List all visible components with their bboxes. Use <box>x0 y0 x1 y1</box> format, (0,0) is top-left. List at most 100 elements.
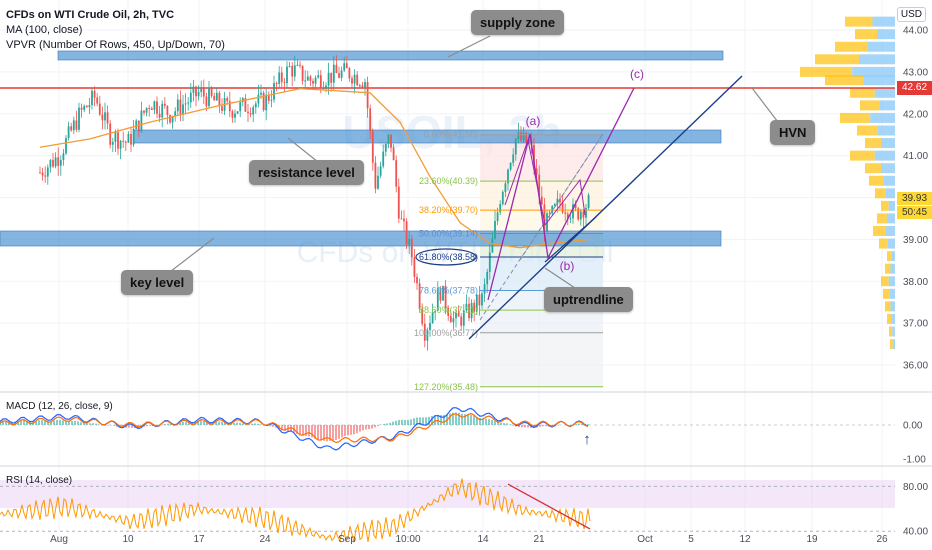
macd-histogram-bar <box>44 420 46 425</box>
candle-body <box>293 65 296 77</box>
candle-body <box>265 94 268 111</box>
uptrend-line-inner[interactable] <box>544 216 597 263</box>
wave-c-label: (c) <box>630 67 644 81</box>
price-tick-label: 43.00 <box>903 67 928 78</box>
vpvr-indicator-label[interactable]: VPVR (Number Of Rows, 450, Up/Down, 70) <box>6 39 225 51</box>
macd-label[interactable]: MACD (12, 26, close, 9) <box>6 401 113 412</box>
volume-profile-row <box>887 313 892 324</box>
candle-body <box>481 293 483 306</box>
macd-pane[interactable] <box>0 407 895 451</box>
time-tick-label: 10:00 <box>395 534 420 545</box>
macd-histogram-bar <box>464 414 466 425</box>
volume-profile-row <box>845 16 873 27</box>
candle-body <box>156 101 158 114</box>
candle-body <box>166 105 169 116</box>
candle-body <box>200 88 203 92</box>
currency-button[interactable]: USD <box>896 7 926 22</box>
macd-histogram-bar <box>386 423 388 425</box>
macd-histogram-bar <box>368 425 370 430</box>
candle-body <box>434 310 437 313</box>
wave-inner-wedge <box>504 138 586 227</box>
candle-body <box>551 205 554 214</box>
candle-body <box>88 105 91 108</box>
candle-body <box>364 82 366 88</box>
ma-indicator-label[interactable]: MA (100, close) <box>6 24 83 36</box>
key-level-zone-rect[interactable] <box>0 230 722 247</box>
candle-body <box>67 126 70 139</box>
candle-body <box>452 318 455 323</box>
time-tick-label: Sep <box>338 534 356 545</box>
macd-histogram-bar <box>488 419 490 425</box>
candle-body <box>478 294 481 306</box>
candle-body <box>124 141 127 143</box>
macd-histogram-bar <box>419 417 421 425</box>
candle-body <box>395 160 398 187</box>
candle-body <box>122 140 125 142</box>
uptrend-line[interactable] <box>468 75 743 340</box>
price-tick-label: 41.00 <box>903 151 928 162</box>
macd-histogram-bar <box>392 421 394 425</box>
candle-body <box>439 288 442 301</box>
volume-profile-row <box>879 100 895 111</box>
volume-profile-row <box>865 163 882 174</box>
macd-histogram-bar <box>50 420 52 425</box>
macd-histogram-bar <box>401 419 403 425</box>
volume-profile-row <box>840 112 871 123</box>
candle-body <box>158 113 161 118</box>
macd-histogram-bar <box>413 418 415 425</box>
candle-body <box>52 159 54 167</box>
hvn-callout: HVN <box>770 120 816 145</box>
candle-body <box>533 144 535 169</box>
time-tick-label: 14 <box>477 534 489 545</box>
rsi-pane[interactable] <box>0 478 895 543</box>
volume-profile-row <box>892 326 895 337</box>
supply-zone-rect[interactable] <box>57 50 724 61</box>
volume-profile-row <box>890 263 895 274</box>
volume-profile-row <box>879 238 888 249</box>
macd-histogram-bar <box>233 422 235 425</box>
time-axis[interactable]: Aug 10 17 24 Sep 10:00 14 21 Oct 5 12 19 26 <box>50 534 888 545</box>
candle-body <box>46 167 49 177</box>
price-axis[interactable]: 36.00 37.00 38.00 39.00 40.00 41.00 42.00 43.00… <box>903 26 928 538</box>
macd-histogram-bar <box>26 420 28 425</box>
macd-histogram-bar <box>299 425 301 436</box>
rsi-tick-label: 80.00 <box>903 482 928 493</box>
macd-histogram-bar <box>458 412 460 425</box>
macd-histogram-bar <box>296 425 298 434</box>
macd-histogram-bar <box>218 421 220 425</box>
macd-histogram-bar <box>95 423 97 425</box>
volume-profile-row <box>888 276 895 287</box>
macd-histogram-bar <box>254 423 256 425</box>
candle-body <box>556 198 559 205</box>
candle-body <box>192 86 195 93</box>
candle-body <box>83 105 86 110</box>
time-tick-label: 21 <box>533 534 545 545</box>
volume-profile-row <box>855 29 877 40</box>
macd-histogram-bar <box>371 425 373 429</box>
macd-histogram-bar <box>497 422 499 425</box>
candle-body <box>397 186 400 219</box>
candle-body <box>231 111 234 118</box>
rsi-label[interactable]: RSI (14, close) <box>6 475 73 486</box>
volume-profile-row <box>889 326 893 337</box>
candle-body <box>330 72 333 83</box>
macd-histogram-bar <box>203 420 205 425</box>
macd-histogram-bar <box>236 422 238 425</box>
macd-histogram-bar <box>467 414 469 425</box>
candle-body <box>543 204 546 232</box>
candle-body <box>587 195 590 209</box>
macd-histogram-bar <box>239 422 241 425</box>
macd-histogram-bar <box>2 420 4 425</box>
volume-profile-row <box>891 313 895 324</box>
volume-profile-row <box>877 213 887 224</box>
candle-body <box>405 221 408 245</box>
supply-zone-callout: supply zone <box>471 10 565 35</box>
candle-body <box>374 162 377 189</box>
candle-body <box>252 107 255 115</box>
macd-tick-label: 0.00 <box>903 421 923 432</box>
macd-histogram-bar <box>317 425 319 440</box>
candle-body <box>150 108 153 110</box>
candle-body <box>473 302 476 312</box>
candle-body <box>384 143 387 152</box>
